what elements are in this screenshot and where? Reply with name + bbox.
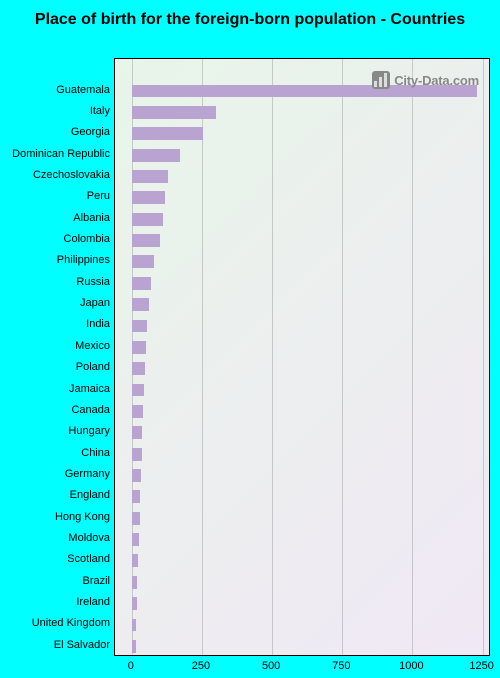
y-tick-label: Japan [80, 297, 110, 309]
bar [132, 170, 168, 183]
y-tick-label: Albania [73, 212, 110, 224]
y-tick-label: England [70, 489, 110, 501]
bar [132, 640, 136, 653]
x-tick-label: 1000 [399, 660, 423, 672]
y-tick-label: Ireland [76, 596, 110, 608]
bar [132, 127, 204, 140]
y-tick-label: Hungary [68, 425, 110, 437]
bar [132, 85, 477, 98]
bar [132, 619, 136, 632]
y-tick-label: Mexico [75, 340, 110, 352]
bar [132, 576, 138, 589]
bar [132, 191, 166, 204]
y-tick-label: Peru [87, 190, 110, 202]
bar [132, 597, 137, 610]
y-tick-label: India [86, 318, 110, 330]
bar [132, 469, 141, 482]
x-tick-label: 500 [262, 660, 280, 672]
y-tick-label: Czechoslovakia [33, 169, 110, 181]
bar [132, 490, 140, 503]
bar [132, 512, 140, 525]
y-tick-label: Guatemala [56, 84, 110, 96]
x-tick-label: 1250 [469, 660, 493, 672]
y-tick-label: Dominican Republic [12, 148, 110, 160]
bar [132, 426, 143, 439]
y-tick-label: Russia [76, 276, 110, 288]
y-tick-label: Scotland [67, 553, 110, 565]
bar [132, 234, 160, 247]
plot-wrap: City-Data.com [114, 58, 490, 656]
chart-title: Place of birth for the foreign-born popu… [0, 10, 500, 30]
y-tick-label: Brazil [82, 575, 110, 587]
bar [132, 277, 152, 290]
bar [132, 320, 147, 333]
bar [132, 405, 143, 418]
y-tick-label: Italy [90, 105, 110, 117]
y-tick-label: Canada [71, 404, 110, 416]
bars-layer [115, 59, 489, 655]
y-tick-label: Hong Kong [55, 511, 110, 523]
bar [132, 533, 139, 546]
bar [132, 213, 163, 226]
bar [132, 362, 145, 375]
bar [132, 448, 142, 461]
x-tick-label: 0 [128, 660, 134, 672]
y-tick-label: Jamaica [69, 383, 110, 395]
plot-area: City-Data.com [114, 58, 490, 656]
y-tick-label: Germany [65, 468, 110, 480]
y-tick-label: Moldova [68, 532, 110, 544]
y-tick-label: China [81, 447, 110, 459]
x-tick-label: 250 [192, 660, 210, 672]
y-tick-label: United Kingdom [32, 617, 110, 629]
bar [132, 149, 180, 162]
bar [132, 384, 145, 397]
y-tick-label: Colombia [64, 233, 110, 245]
bar [132, 341, 146, 354]
y-tick-label: Philippines [57, 254, 110, 266]
bar [132, 554, 138, 567]
chart-page: Place of birth for the foreign-born popu… [0, 0, 500, 678]
y-tick-label: Georgia [71, 126, 110, 138]
x-tick-label: 750 [332, 660, 350, 672]
bar [132, 298, 149, 311]
bar [132, 255, 154, 268]
bar [132, 106, 216, 119]
y-tick-label: Poland [76, 361, 110, 373]
y-tick-label: El Salvador [54, 639, 110, 651]
